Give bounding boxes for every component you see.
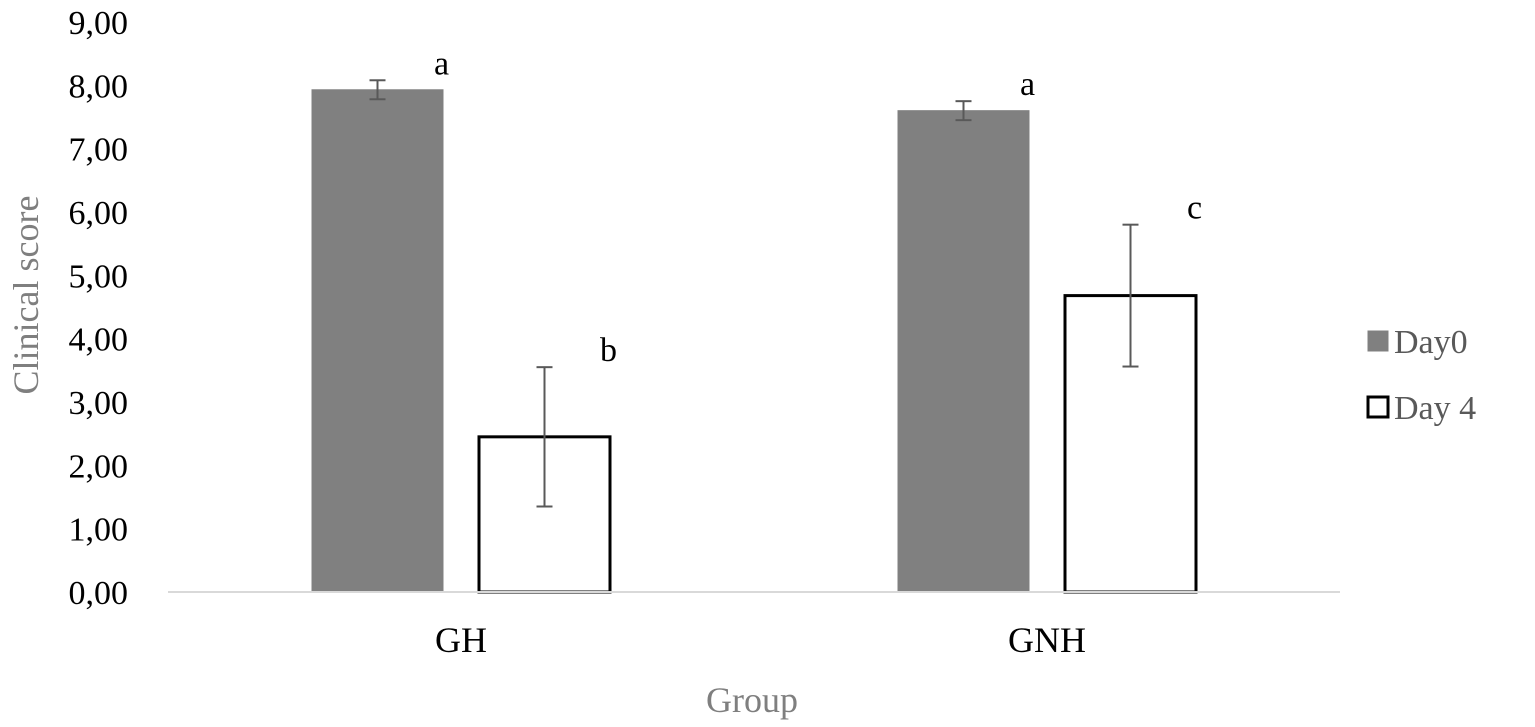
significance-letter: a	[1020, 66, 1035, 103]
error-bar	[369, 79, 386, 101]
legend-item: Day0	[1367, 324, 1468, 361]
legend: Day0 Day 4	[1366, 324, 1476, 427]
y-tick-label: 0,00	[69, 575, 129, 612]
x-axis-category-labels: GH GNH	[435, 620, 1086, 660]
y-tick-label: 1,00	[69, 512, 129, 549]
bar-day0-gh	[311, 89, 444, 593]
y-axis-title: Clinical score	[6, 196, 46, 395]
y-tick-label: 8,00	[69, 68, 129, 105]
y-tick-label: 4,00	[69, 322, 129, 359]
legend-label: Day0	[1394, 324, 1468, 361]
y-tick-label: 2,00	[69, 448, 129, 485]
legend-swatch	[1367, 330, 1389, 352]
significance-letter: b	[600, 332, 617, 369]
y-tick-label: 6,00	[69, 195, 129, 232]
x-axis-title: Group	[706, 680, 798, 720]
bar-day0-gnh	[897, 110, 1030, 593]
y-axis-tick-labels: 0,00 1,00 2,00 3,00 4,00 5,00 6,00 7,00 8,00 9,00	[69, 5, 129, 612]
error-bar	[955, 100, 972, 122]
error-bar	[1122, 223, 1139, 368]
y-tick-label: 9,00	[69, 5, 129, 42]
bars	[311, 89, 1198, 594]
legend-item: Day 4	[1366, 390, 1476, 427]
x-category-label: GNH	[1008, 620, 1086, 660]
significance-letters: a b a c	[434, 45, 1202, 369]
y-tick-label: 3,00	[69, 385, 129, 422]
error-bar	[536, 366, 553, 508]
legend-swatch	[1366, 395, 1390, 419]
y-tick-label: 5,00	[69, 258, 129, 295]
y-tick-label: 7,00	[69, 132, 129, 169]
error-bars	[369, 79, 1139, 508]
significance-letter: c	[1187, 190, 1202, 227]
x-category-label: GH	[435, 620, 487, 660]
significance-letter: a	[434, 45, 449, 82]
legend-label: Day 4	[1394, 390, 1476, 427]
